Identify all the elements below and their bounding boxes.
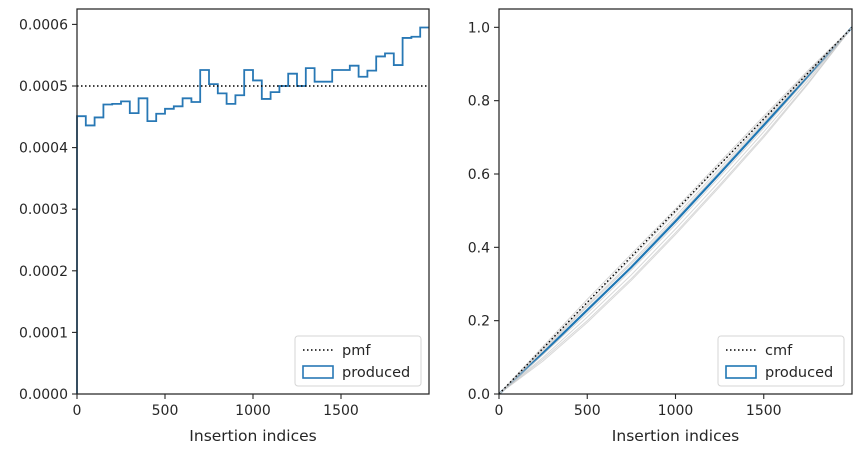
series-produced-step <box>76 26 429 394</box>
legend-label: cmf <box>765 343 793 359</box>
y-tick-label: 0.0003 <box>19 202 68 218</box>
right-panel-cmf: 0 500 1000 1500 0.0 0.2 0.4 0.6 0.8 1.0 Insertion … <box>468 8 853 445</box>
x-tick-label: 500 <box>152 403 179 419</box>
x-tick-label: 1500 <box>746 403 782 419</box>
series-cmf-dotted <box>498 26 853 395</box>
x-axis-label: Insertion indices <box>189 427 316 445</box>
series-faint-line <box>498 27 853 395</box>
y-tick-label: 0.2 <box>468 314 490 330</box>
legend-swatch-box <box>725 365 757 379</box>
y-tick-label: 0.0006 <box>19 17 68 33</box>
plot-area <box>499 9 852 394</box>
left-panel-pmf: 0 500 1000 1500 0.0000 0.0001 0.0002 0.0003 0.00… <box>19 8 430 445</box>
legend-label: pmf <box>342 343 371 359</box>
y-tick-label: 0.0000 <box>19 387 68 403</box>
x-tick-label: 1000 <box>658 403 694 419</box>
x-tick-label: 0 <box>495 403 504 419</box>
series-faint-line <box>498 27 853 395</box>
series-faint-line <box>498 26 853 395</box>
y-tick-label: 1.0 <box>468 20 490 36</box>
series-faint-line <box>498 27 853 395</box>
x-tick-label: 1500 <box>323 403 359 419</box>
x-tick-label: 500 <box>574 403 601 419</box>
series-produced-line <box>498 26 853 395</box>
x-tick-label: 1000 <box>235 403 271 419</box>
y-tick-label: 0.0001 <box>19 325 68 341</box>
y-tick-label: 0.4 <box>468 240 490 256</box>
legend: cmf produced <box>717 335 845 387</box>
y-tick-label: 0.0002 <box>19 264 68 280</box>
y-tick-label: 0.0004 <box>19 141 68 157</box>
x-tick-label: 0 <box>73 403 82 419</box>
y-tick-label: 0.0005 <box>19 79 68 95</box>
legend-label: produced <box>765 365 833 381</box>
y-tick-label: 0.6 <box>468 167 490 183</box>
legend: pmf produced <box>294 335 422 387</box>
y-tick-label: 0.8 <box>468 94 490 110</box>
y-tick-label: 0.0 <box>468 387 490 403</box>
legend-label: produced <box>342 365 410 381</box>
series-faint-line <box>498 27 853 395</box>
series-faint-line <box>498 26 853 395</box>
legend-swatch-box <box>302 365 334 379</box>
series-faint-line <box>498 26 853 395</box>
x-axis-label: Insertion indices <box>612 427 739 445</box>
